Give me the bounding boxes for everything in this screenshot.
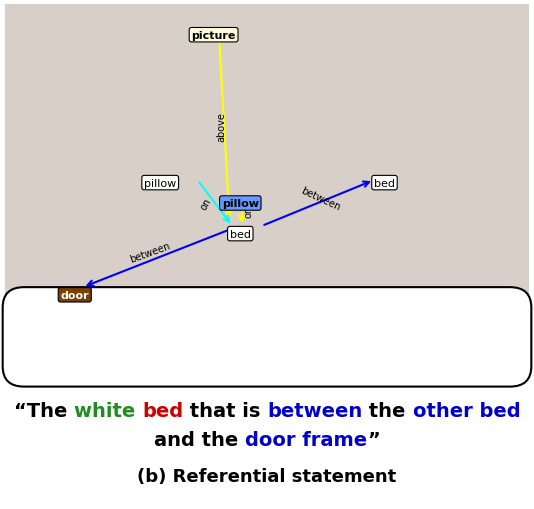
Text: (b) Referential statement: (b) Referential statement xyxy=(137,467,397,485)
Text: that is: that is xyxy=(183,401,267,420)
Text: on: on xyxy=(244,205,253,217)
Text: the: the xyxy=(363,401,413,420)
Text: ”: ” xyxy=(367,430,380,449)
Text: above: above xyxy=(217,112,226,142)
Text: and the: and the xyxy=(154,430,245,449)
Text: on: on xyxy=(198,196,213,211)
Text: between: between xyxy=(128,240,171,264)
Text: door frame: door frame xyxy=(245,430,367,449)
Text: between: between xyxy=(267,401,363,420)
Text: picture: picture xyxy=(191,31,236,41)
Text: pillow: pillow xyxy=(222,199,259,209)
Text: between: between xyxy=(299,185,342,212)
Text: bed: bed xyxy=(142,401,183,420)
Text: bed: bed xyxy=(230,229,251,239)
Text: bed: bed xyxy=(374,178,395,188)
Text: door: door xyxy=(60,290,89,300)
Text: pillow: pillow xyxy=(144,178,176,188)
Text: (a)  Scene with scene graph: (a) Scene with scene graph xyxy=(125,355,409,373)
Text: white: white xyxy=(74,401,142,420)
Text: “The: “The xyxy=(14,401,74,420)
Text: other bed: other bed xyxy=(413,401,520,420)
FancyBboxPatch shape xyxy=(5,5,529,354)
FancyBboxPatch shape xyxy=(3,288,531,387)
